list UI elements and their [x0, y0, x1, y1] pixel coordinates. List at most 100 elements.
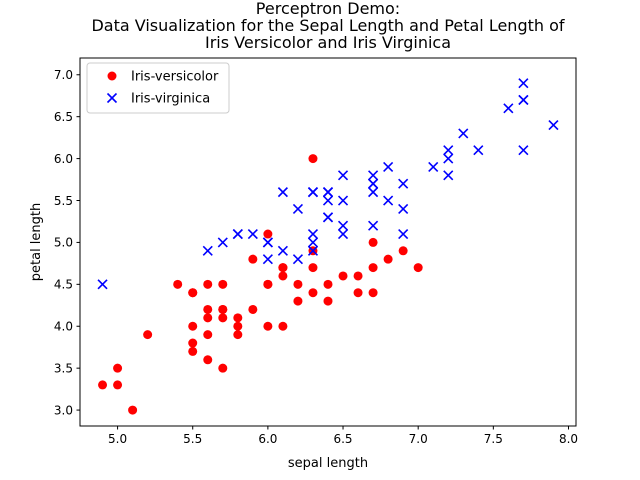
point-iris-virginica-48 [262, 237, 273, 248]
point-iris-versicolor-35 [263, 279, 273, 289]
point-iris-virginica-9 [337, 228, 349, 240]
point-iris-versicolor-6 [308, 263, 318, 273]
point-iris-versicolor-34 [173, 279, 183, 289]
point-iris-versicolor-2 [398, 246, 408, 256]
point-iris-versicolor-24 [323, 296, 333, 306]
point-iris-virginica-11 [383, 195, 394, 206]
point-iris-virginica-12 [217, 237, 228, 248]
point-iris-versicolor-27 [368, 237, 378, 247]
legend-box [86, 62, 230, 114]
x-tick-label-5: 7.5 [484, 432, 503, 446]
point-iris-versicolor-9 [143, 330, 153, 340]
point-iris-virginica-37 [262, 254, 273, 265]
legend-label-versicolor: Iris-versicolor [131, 70, 219, 85]
y-axis-label: petal length [29, 203, 44, 282]
point-iris-versicolor-21 [278, 321, 288, 331]
point-iris-versicolor-33 [263, 229, 273, 239]
point-iris-virginica-20 [202, 245, 213, 256]
point-iris-virginica-32 [307, 228, 319, 240]
point-iris-virginica-38 [398, 203, 409, 214]
point-iris-versicolor-20 [248, 254, 258, 264]
x-tick-label-4: 7.0 [409, 432, 428, 446]
point-iris-virginica-17 [518, 78, 529, 89]
point-iris-versicolor-50 [308, 154, 318, 164]
point-iris-versicolor-15 [368, 288, 378, 298]
point-iris-versicolor-23 [278, 263, 288, 273]
point-iris-versicolor-11 [248, 304, 258, 314]
point-iris-virginica-35 [307, 187, 319, 198]
point-iris-versicolor-10 [113, 363, 123, 373]
x-tick-label-2: 6.0 [258, 432, 277, 446]
y-axis-ticks: 3.0 3.5 4.0 4.5 5.0 5.5 6.0 6.5 7.0 [54, 68, 80, 417]
y-tick-label-0: 3.0 [54, 403, 73, 417]
point-iris-virginica-47 [247, 228, 258, 240]
point-iris-virginica-36 [322, 195, 334, 206]
point-iris-virginica-19 [398, 178, 409, 189]
point-iris-versicolor-26 [383, 254, 393, 264]
point-iris-virginica-43 [368, 220, 379, 231]
point-iris-versicolor-41 [278, 271, 288, 281]
point-iris-versicolor-40 [188, 288, 198, 298]
point-iris-versicolor-0 [413, 263, 423, 273]
point-iris-virginica-28 [443, 170, 454, 181]
x-tick-label-0: 5.0 [108, 432, 127, 446]
point-iris-virginica-13 [232, 228, 243, 240]
point-iris-virginica-40 [398, 228, 409, 240]
legend-marker-virginica [106, 92, 118, 104]
point-iris-versicolor-43 [113, 380, 123, 390]
point-iris-versicolor-49 [218, 313, 228, 323]
point-iris-virginica-31 [322, 187, 334, 198]
point-iris-virginica-44 [307, 237, 319, 248]
point-iris-versicolor-17 [233, 313, 243, 323]
point-iris-virginica-14 [322, 212, 334, 223]
point-iris-virginica-22 [307, 245, 319, 256]
y-tick-label-2: 4.0 [54, 320, 73, 334]
point-iris-versicolor-36 [368, 263, 378, 273]
y-tick-label-6: 6.0 [54, 152, 73, 166]
point-iris-versicolor-37 [308, 288, 318, 298]
point-iris-versicolor-14 [203, 355, 213, 365]
point-iris-virginica-21 [518, 94, 529, 105]
point-iris-virginica-6 [458, 128, 469, 139]
point-iris-versicolor-31 [188, 346, 198, 356]
point-iris-versicolor-46 [218, 304, 228, 314]
point-iris-virginica-39 [368, 187, 379, 198]
point-iris-virginica-45 [337, 220, 349, 231]
point-iris-versicolor-42 [233, 321, 243, 331]
point-iris-versicolor-29 [218, 363, 228, 373]
data-points [97, 78, 559, 415]
point-iris-versicolor-32 [233, 330, 243, 340]
point-iris-versicolor-8 [353, 271, 363, 281]
point-iris-virginica-5 [97, 279, 108, 290]
point-iris-versicolor-12 [263, 321, 273, 331]
y-tick-label-5: 5.5 [54, 194, 73, 208]
point-iris-virginica-4 [503, 103, 514, 114]
point-iris-virginica-1 [428, 161, 439, 173]
y-tick-label-1: 3.5 [54, 361, 73, 375]
point-iris-virginica-15 [337, 195, 349, 206]
chart-title-line-2: Data Visualization for the Sepal Length … [91, 16, 564, 35]
y-tick-label-4: 5.0 [54, 236, 73, 250]
point-iris-versicolor-4 [338, 271, 348, 281]
point-iris-virginica-8 [443, 145, 454, 156]
point-iris-virginica-29 [473, 145, 484, 156]
chart-title-line-3: Iris Versicolor and Iris Virginica [205, 33, 451, 52]
point-iris-virginica-34 [518, 145, 529, 156]
point-iris-virginica-33 [277, 187, 288, 198]
point-iris-versicolor-25 [353, 288, 363, 298]
point-iris-virginica-46 [292, 203, 304, 214]
x-tick-label-6: 8.0 [559, 432, 578, 446]
x-tick-label-3: 6.5 [333, 432, 352, 446]
point-iris-versicolor-7 [98, 380, 108, 390]
y-tick-label-8: 7.0 [54, 68, 73, 82]
point-iris-virginica-41 [383, 161, 394, 173]
legend: Iris-versicolor Iris-virginica [86, 62, 230, 114]
point-iris-virginica-7 [368, 170, 379, 181]
point-iris-virginica-26 [277, 245, 288, 256]
point-iris-versicolor-30 [188, 338, 198, 348]
point-iris-virginica-30 [548, 119, 559, 131]
x-axis-ticks: 5.0 5.5 6.0 6.5 7.0 7.5 8.0 [108, 426, 578, 446]
point-iris-versicolor-38 [203, 313, 213, 323]
x-axis-label: sepal length [288, 456, 368, 471]
